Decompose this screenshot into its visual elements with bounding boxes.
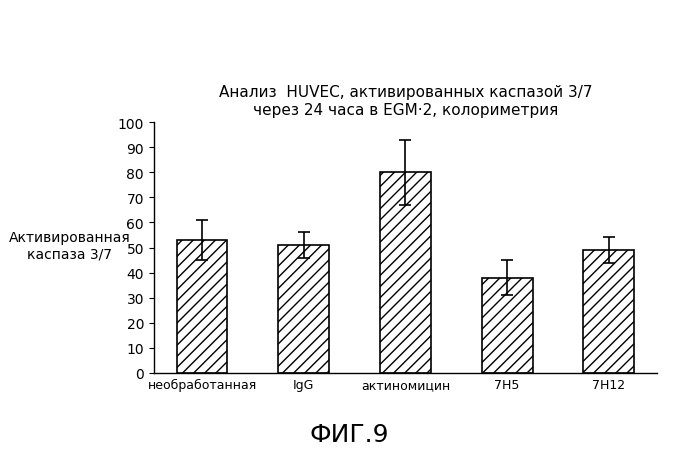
Text: Активированная
каспаза 3/7: Активированная каспаза 3/7 (9, 231, 131, 261)
Text: ФИГ.9: ФИГ.9 (310, 422, 389, 446)
Bar (482, 278, 533, 373)
Bar (380, 173, 431, 373)
Title: Анализ  HUVEC, активированных каспазой 3/7
через 24 часа в EGM·2, колориметрия: Анализ HUVEC, активированных каспазой 3/… (219, 85, 592, 117)
Bar (584, 250, 634, 373)
Bar (278, 246, 329, 373)
Bar (177, 240, 227, 373)
